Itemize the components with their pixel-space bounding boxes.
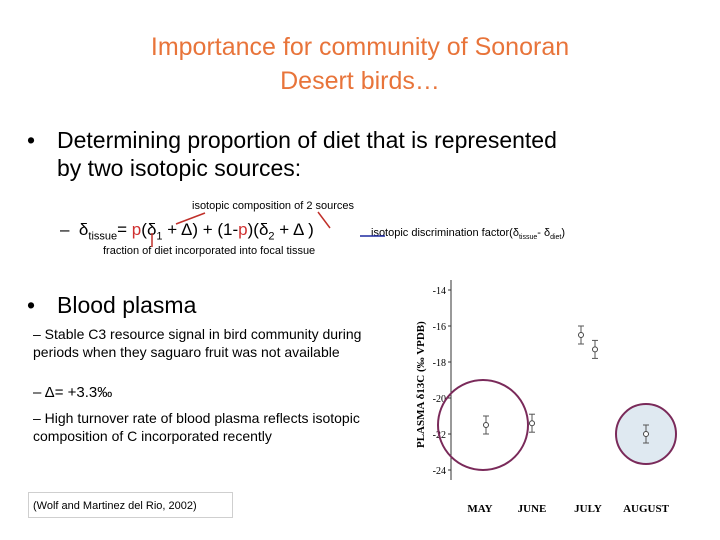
y-tick-label: -14 — [433, 286, 446, 297]
highlight-circle — [437, 379, 529, 471]
y-tick-label: -24 — [433, 466, 446, 477]
data-point — [578, 325, 584, 345]
mixing-equation: – δtissue= p(δ1 + Δ) + (1-p)(δ2 + Δ ) — [60, 220, 314, 243]
point-marker — [578, 332, 584, 338]
x-category-label: MAY — [467, 503, 492, 515]
citation: (Wolf and Martinez del Rio, 2002) — [28, 492, 233, 518]
y-tick-label: -20 — [433, 394, 446, 405]
bullet-symbol: • — [27, 292, 36, 318]
bullet-symbol: • — [27, 127, 36, 153]
data-point — [643, 424, 649, 444]
annotation-discrimination: isotopic discrimination factor(δtissue- … — [371, 227, 566, 242]
arrow-to-delta2 — [317, 211, 331, 229]
x-category-label: JUNE — [518, 503, 547, 515]
point-marker — [643, 431, 649, 437]
slide-title: Importance for community of Sonoran Dese… — [150, 33, 570, 95]
point-marker — [592, 346, 598, 353]
plasma-chart: PLASMA δ13C (‰ VPDB) -14-16-18-20-22-24 … — [415, 280, 677, 515]
bullet-text: Blood plasma — [57, 292, 197, 318]
y-axis-label: PLASMA δ13C (‰ VPDB) — [415, 321, 427, 448]
y-tick-label: -18 — [433, 358, 446, 369]
bullet-text: Determining proportion of diet that is r… — [57, 127, 557, 181]
annotation-sources: isotopic composition of 2 sources — [192, 200, 355, 212]
annotation-fraction: fraction of diet incorporated into focal… — [103, 245, 316, 257]
y-tick-label: -16 — [433, 322, 446, 333]
sub-item-turnover: – High turnover rate of blood plasma ref… — [33, 410, 360, 444]
point-marker — [483, 422, 489, 428]
sub-item-c3-signal: – Stable C3 resource signal in bird comm… — [33, 326, 362, 360]
x-category-label: AUGUST — [623, 503, 670, 515]
sub-item-delta: – Δ= +3.3‰ — [33, 384, 113, 401]
data-point — [592, 339, 598, 359]
data-point — [529, 413, 535, 433]
point-marker — [529, 420, 535, 427]
x-category-label: JULY — [574, 503, 602, 515]
data-point — [483, 415, 489, 435]
arrow-to-delta1 — [175, 212, 206, 225]
